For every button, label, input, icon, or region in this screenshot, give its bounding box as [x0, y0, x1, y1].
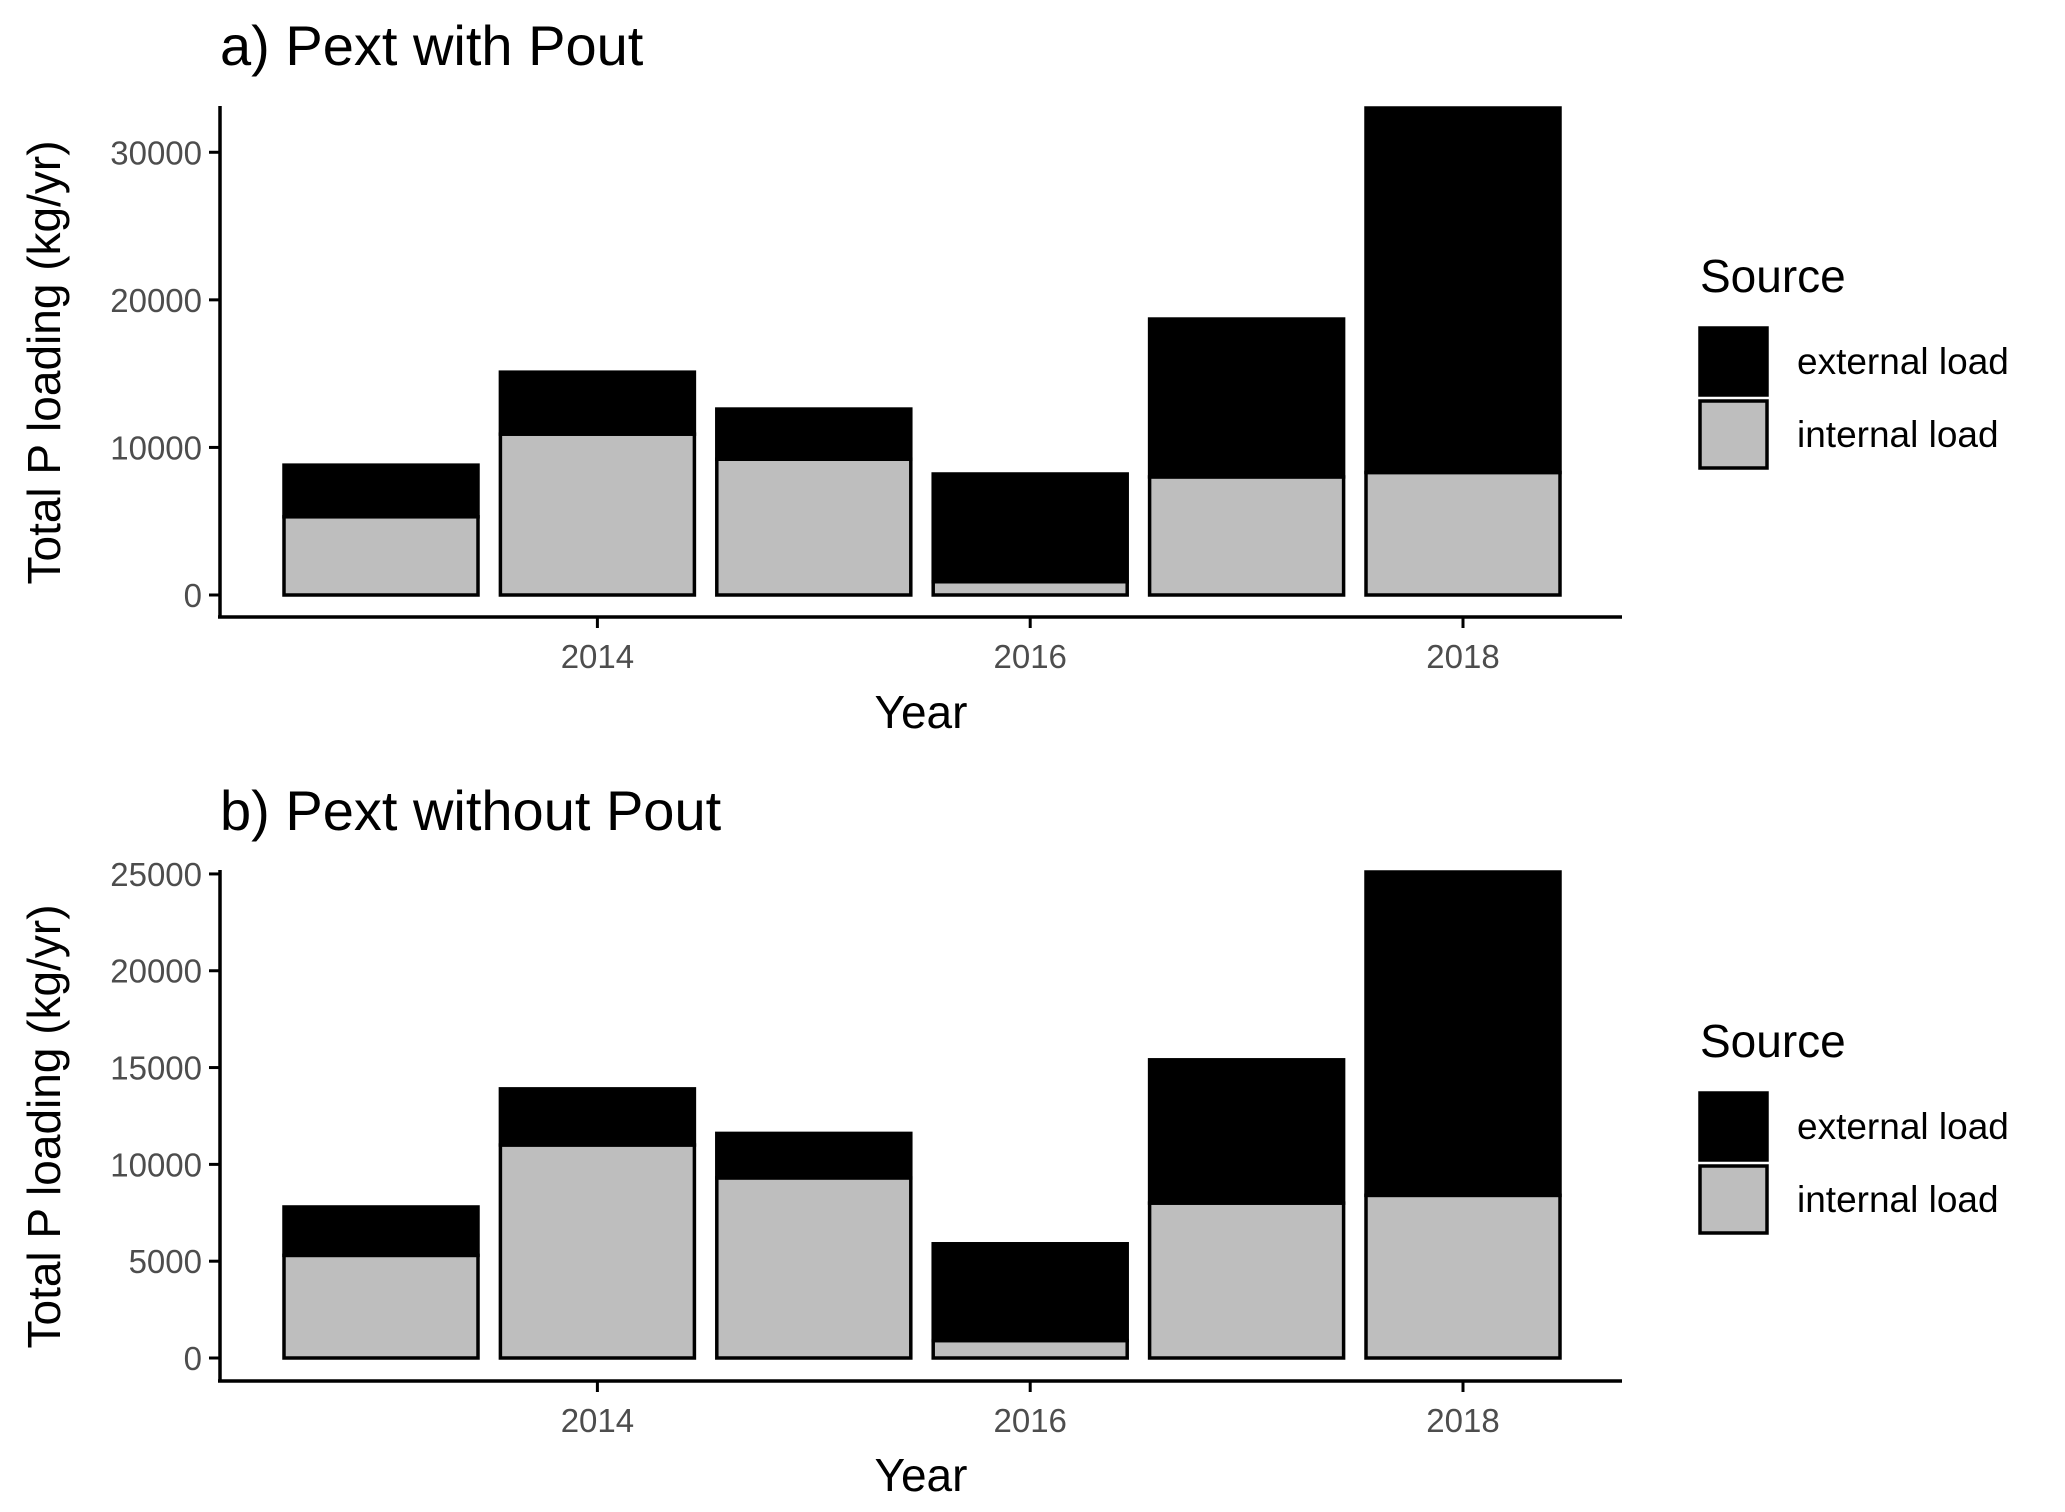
y-tick-label: 10000 — [110, 429, 202, 466]
bar-internal-load-2017 — [1147, 1201, 1346, 1360]
bar-external-load-2018 — [1364, 870, 1562, 1198]
y-tick-label: 25000 — [110, 856, 202, 893]
bar-external-load-2015 — [715, 1131, 913, 1180]
y-tick-label: 30000 — [110, 134, 202, 171]
x-tick-label: 2018 — [1426, 638, 1499, 675]
bar-external-load-2014 — [498, 1087, 697, 1147]
bar-internal-load-2013 — [282, 1253, 480, 1360]
y-tick-label: 15000 — [110, 1050, 202, 1087]
legend-key-internal-load — [1698, 399, 1769, 470]
bar-internal-load-2015 — [715, 457, 913, 597]
legend-label-internal-load: internal load — [1797, 414, 1999, 455]
y-axis-title: Total P loading (kg/yr) — [18, 904, 70, 1348]
bar-external-load-2015 — [715, 407, 913, 461]
legend-label-internal-load: internal load — [1797, 1179, 1999, 1220]
bar-internal-load-2013 — [282, 515, 480, 597]
bar-internal-load-2016 — [931, 1338, 1129, 1360]
legend-title: Source — [1700, 250, 1846, 302]
bar-internal-load-2018 — [1364, 470, 1562, 597]
bar-internal-load-2016 — [931, 579, 1129, 597]
legend: Source external load internal load — [1698, 250, 2009, 470]
x-axis-title: Year — [875, 686, 968, 738]
bar-internal-load-2017 — [1147, 475, 1346, 597]
chart-title: b) Pext without Pout — [220, 779, 722, 842]
x-tick-label: 2014 — [561, 638, 634, 675]
y-tick-label: 5000 — [129, 1243, 202, 1280]
chart-title: a) Pext with Pout — [220, 14, 644, 77]
bar-external-load-2017 — [1147, 317, 1346, 479]
legend-key-external-load — [1698, 1091, 1769, 1162]
bar-external-load-2014 — [498, 370, 697, 436]
x-tick-label: 2016 — [993, 1402, 1066, 1439]
legend-label-external-load: external load — [1797, 341, 2009, 382]
legend-title: Source — [1700, 1015, 1846, 1067]
bar-external-load-2016 — [931, 1242, 1129, 1343]
legend: Source external load internal load — [1698, 1015, 2009, 1235]
legend-label-external-load: external load — [1797, 1106, 2009, 1147]
bar-external-load-2018 — [1364, 106, 1562, 475]
bar-internal-load-2014 — [498, 432, 697, 597]
bar-external-load-2013 — [282, 1205, 480, 1258]
x-tick-label: 2016 — [993, 638, 1066, 675]
chart-panel-1: b) Pext without Pout 0 5000 10000 15000 20000… — [18, 779, 2009, 1501]
y-tick-label: 20000 — [110, 953, 202, 990]
chart-panel-0: a) Pext with Pout 0 10000 20000 30000 2014 201… — [18, 14, 2009, 738]
legend-key-internal-load — [1698, 1164, 1769, 1235]
legend-key-external-load — [1698, 326, 1769, 397]
x-tick-label: 2018 — [1426, 1402, 1499, 1439]
bar-internal-load-2018 — [1364, 1193, 1562, 1360]
y-tick-label: 0 — [184, 1340, 202, 1377]
bar-external-load-2016 — [931, 472, 1129, 584]
y-tick-label: 0 — [184, 577, 202, 614]
x-tick-label: 2014 — [561, 1402, 634, 1439]
bar-internal-load-2014 — [498, 1143, 697, 1360]
x-axis-title: Year — [875, 1449, 968, 1501]
y-tick-label: 20000 — [110, 282, 202, 319]
y-axis-title: Total P loading (kg/yr) — [18, 140, 70, 584]
bar-external-load-2013 — [282, 463, 480, 519]
bar-internal-load-2015 — [715, 1176, 913, 1360]
y-tick-label: 10000 — [110, 1146, 202, 1183]
bar-external-load-2017 — [1147, 1058, 1346, 1205]
